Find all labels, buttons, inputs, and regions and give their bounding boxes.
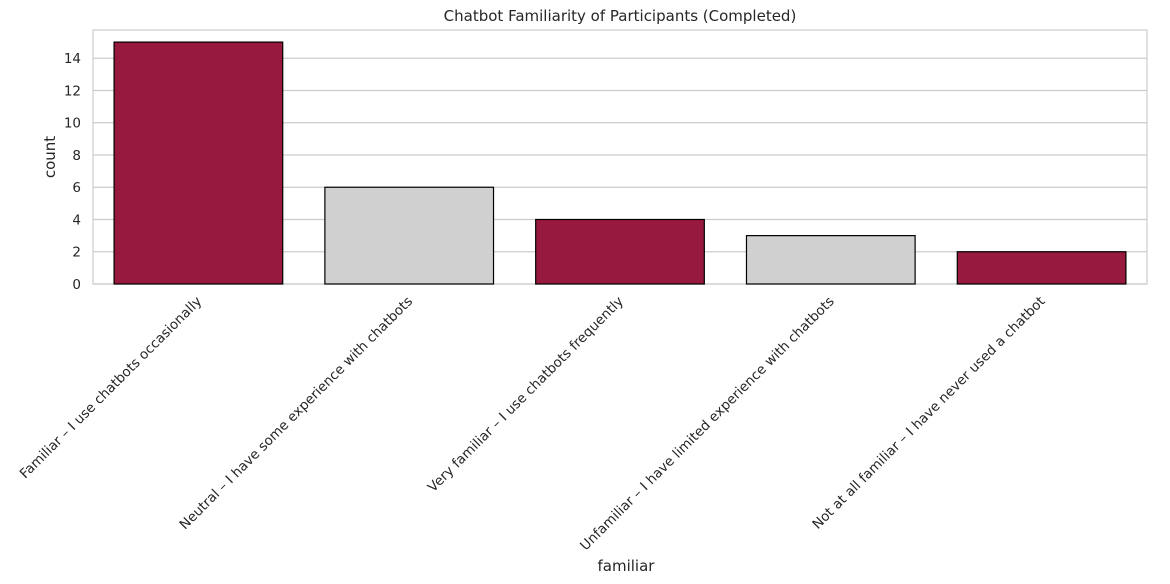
- x-axis-label: familiar: [598, 557, 656, 575]
- y-tick-label: 2: [72, 245, 81, 261]
- bar: [113, 41, 284, 285]
- bar: [956, 251, 1127, 285]
- y-tick-label: 14: [64, 51, 81, 67]
- y-tick-label: 0: [72, 277, 81, 293]
- bars: [113, 41, 1127, 285]
- y-tick-label: 12: [64, 83, 81, 99]
- y-tick-label: 6: [72, 180, 81, 196]
- y-tick-label: 10: [64, 116, 81, 132]
- y-tick-label: 8: [72, 148, 81, 164]
- y-axis-label: count: [41, 136, 59, 178]
- bar: [745, 235, 916, 285]
- y-tick-label: 4: [72, 212, 81, 228]
- bar: [535, 218, 705, 285]
- bar: [324, 186, 495, 285]
- y-tick-labels: 0 2 4 6 8 10 12 14: [64, 51, 81, 293]
- chart-title: Chatbot Familiarity of Participants (Com…: [444, 7, 797, 25]
